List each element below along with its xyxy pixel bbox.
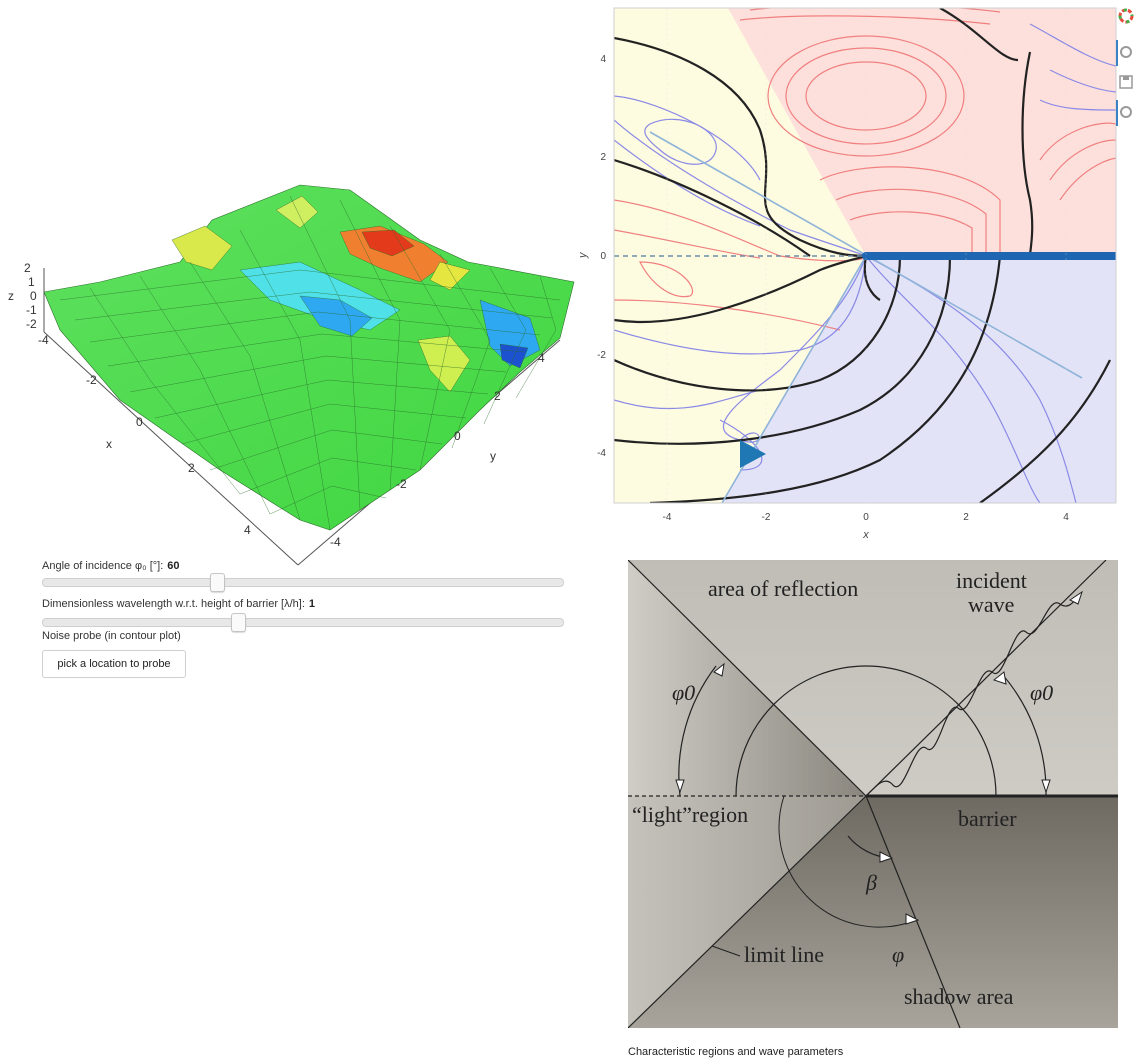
x-tick: -4: [38, 333, 49, 347]
regions-diagram: area of reflection incident wave φ0 φ0 “…: [628, 560, 1118, 1028]
angle-slider-handle[interactable]: [210, 573, 226, 592]
incident-label: incident: [956, 568, 1027, 593]
y-tick: -4: [597, 448, 606, 459]
save-icon[interactable]: [1118, 74, 1134, 90]
phi-label: φ: [892, 942, 904, 967]
surface-mesh: [43, 184, 575, 531]
diagram-labels: area of reflection incident wave φ0 φ0 “…: [632, 568, 1053, 1009]
pan-icon[interactable]: [1118, 44, 1134, 60]
y-tick: 2: [600, 152, 606, 163]
y-tick: 0: [600, 251, 606, 262]
x-axis-label: x: [106, 437, 112, 451]
bokeh-logo-icon[interactable]: [1118, 8, 1134, 24]
y-tick: 4: [538, 351, 545, 365]
diagram-arrowheads: [675, 590, 1083, 925]
wave-label: wave: [968, 592, 1014, 617]
wavelength-slider-label: Dimensionless wavelength w.r.t. height o…: [42, 598, 315, 610]
plot-frame: [613, 7, 1117, 504]
contour-y-label: y: [578, 251, 589, 259]
reflection-region: [728, 8, 1116, 256]
plot-toolbar: [1116, 6, 1136, 126]
phi0-left-label: φ0: [672, 680, 695, 705]
contour-y-ticks: 4 2 0 -2 -4: [597, 54, 606, 459]
wavelength-label-text: Dimensionless wavelength w.r.t. height o…: [42, 598, 305, 610]
reflection-label: area of reflection: [708, 576, 858, 601]
z-tick: 0: [30, 289, 37, 303]
contour-x-ticks: -4 -2 0 2 4: [663, 512, 1070, 523]
x-tick-labels: -4 -2 0 2 4 x: [38, 333, 251, 537]
angle-slider[interactable]: [42, 573, 564, 592]
wavelength-slider[interactable]: [42, 613, 564, 632]
wavelength-slider-handle[interactable]: [230, 613, 246, 632]
angle-value: 60: [167, 560, 180, 572]
y-axis-label: y: [490, 449, 496, 463]
probe-marker[interactable]: [740, 440, 766, 468]
wavelength-value: 1: [308, 598, 316, 610]
shadow-area: [628, 796, 1118, 1028]
y-tick: -4: [330, 535, 341, 549]
x-tick: 2: [963, 512, 969, 523]
x-tick: 0: [136, 415, 143, 429]
probe-label: Noise probe (in contour plot): [42, 630, 181, 642]
light-region-label: “light”region: [632, 802, 748, 827]
x-tick: 4: [244, 523, 251, 537]
x-tick: 0: [863, 512, 869, 523]
limit-line-pointer: [711, 945, 741, 957]
z-tick: -2: [26, 317, 37, 331]
beta-label: β: [865, 870, 877, 895]
angle-label-text: Angle of incidence φ₀ [°]:: [42, 560, 164, 572]
probe-button[interactable]: pick a location to probe: [42, 650, 186, 678]
z-tick: 1: [28, 275, 35, 289]
contour-x-label: x: [862, 529, 869, 541]
x-tick: -2: [86, 373, 97, 387]
phi0-right-label: φ0: [1030, 680, 1053, 705]
z-tick: -1: [26, 303, 37, 317]
active-tool-indicator: [1116, 100, 1118, 126]
z-axis-label: z: [8, 289, 14, 303]
zero-contours: [614, 8, 1111, 503]
shadow-region: [722, 256, 1116, 503]
diagram-caption: Characteristic regions and wave paramete…: [628, 1046, 844, 1058]
y-tick: 2: [494, 389, 501, 403]
y-tick: -2: [396, 477, 407, 491]
y-tick-labels: 4 2 0 -2 -4 y: [330, 351, 545, 549]
reset-icon[interactable]: [1118, 104, 1134, 120]
shadow-area-label: shadow area: [904, 984, 1014, 1009]
x-tick: -4: [663, 512, 672, 523]
contour-plot[interactable]: 4 2 0 -2 -4 y -4 -2 0 2 4 x: [578, 0, 1138, 545]
angle-slider-label: Angle of incidence φ₀ [°]: 60: [42, 560, 180, 572]
z-tick: 2: [24, 261, 31, 275]
x-tick: 2: [188, 461, 195, 475]
barrier-label: barrier: [958, 806, 1017, 831]
x-tick: -2: [762, 512, 771, 523]
y-tick: -2: [597, 350, 606, 361]
y-tick: 4: [600, 54, 606, 65]
z-tick-labels: 2 1 0 -1 -2 z: [8, 261, 37, 331]
x-tick: 4: [1063, 512, 1069, 523]
active-tool-indicator: [1116, 40, 1118, 66]
limit-line-label: limit line: [744, 942, 824, 967]
surface-plot[interactable]: 2 1 0 -1 -2 z -4 -2 0 2 4 x 4 2 0 -2 -4 …: [0, 170, 590, 570]
y-tick: 0: [454, 429, 461, 443]
barrier-tip: [862, 252, 870, 260]
